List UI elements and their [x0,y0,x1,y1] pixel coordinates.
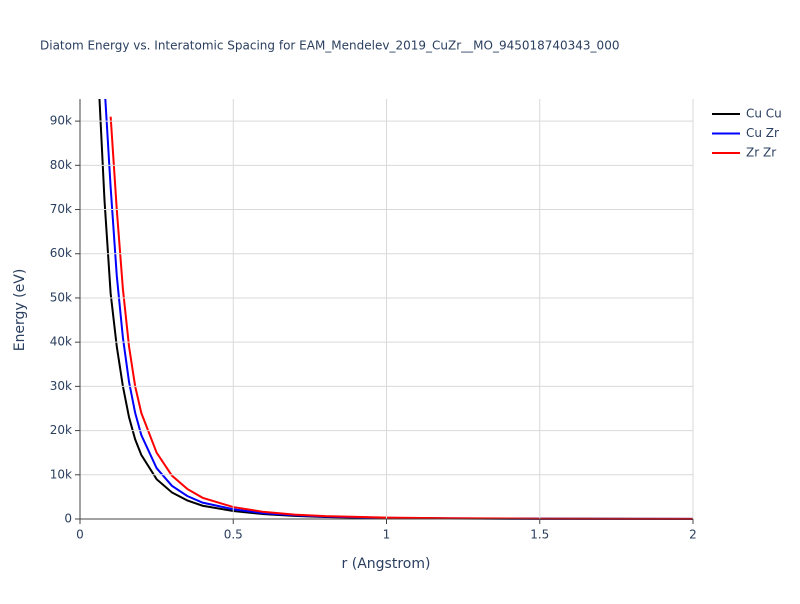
y-tick-label: 60k [50,246,72,260]
x-tick-label: 0.5 [224,528,243,542]
y-tick-label: 0 [64,512,72,526]
y-tick-label: 80k [50,158,72,172]
legend-label: Cu Cu [746,107,782,121]
x-tick-label: 2 [689,528,697,542]
y-tick-label: 90k [50,114,72,128]
x-tick-label: 0 [76,528,84,542]
x-axis-title: r (Angstrom) [342,556,431,572]
y-tick-label: 10k [50,467,72,481]
series-line [109,116,693,520]
y-axis-title: Energy (eV) [12,269,28,352]
y-tick-label: 70k [50,202,72,216]
x-tick-label: 1 [383,528,391,542]
series-line [104,99,693,520]
y-tick-label: 20k [50,423,72,437]
y-tick-label: 50k [50,290,72,304]
chart-title: Diatom Energy vs. Interatomic Spacing fo… [40,39,619,53]
x-tick-label: 1.5 [530,528,549,542]
y-tick-label: 30k [50,379,72,393]
legend-label: Zr Zr [746,146,776,160]
legend-label: Cu Zr [746,126,779,140]
y-tick-label: 40k [50,335,72,349]
